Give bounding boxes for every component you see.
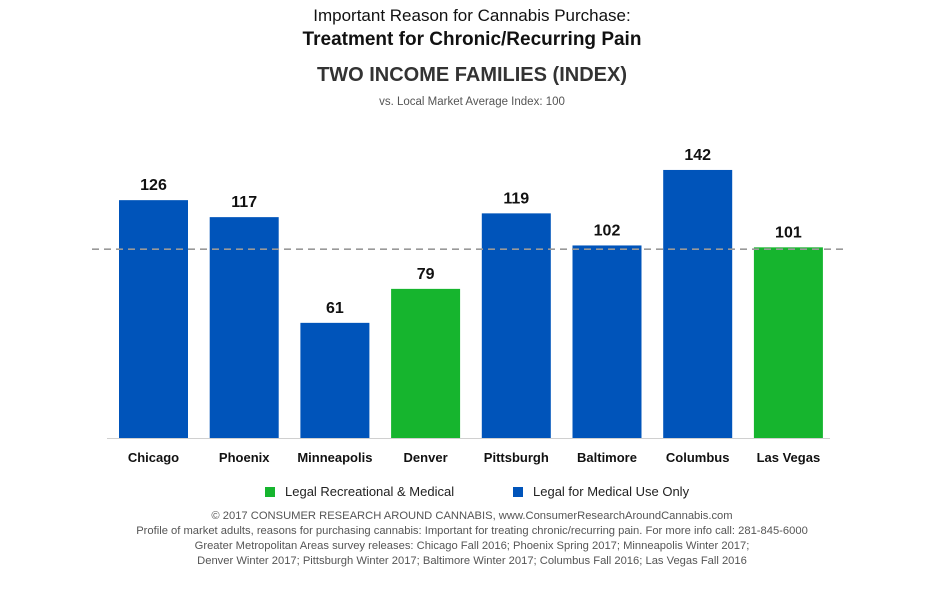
footer-description: Profile of market adults, reasons for pu…	[136, 525, 808, 537]
tick-label-denver: Denver	[404, 450, 448, 465]
legend-item-medical: Legal for Medical Use Only	[513, 484, 689, 499]
footer-sources-1: Greater Metropolitan Areas survey releas…	[194, 540, 750, 552]
chart-subtitle: TWO INCOME FAMILIES (INDEX)	[317, 64, 627, 86]
data-label-las-vegas: 101	[775, 224, 802, 241]
data-label-minneapolis: 61	[326, 300, 344, 317]
data-label-pittsburgh: 119	[503, 190, 529, 207]
data-label-denver: 79	[417, 266, 435, 283]
legend-label-recreational: Legal Recreational & Medical	[285, 484, 455, 499]
bar-denver	[391, 288, 461, 438]
tick-label-las-vegas: Las Vegas	[757, 450, 821, 465]
bar-las-vegas	[753, 247, 823, 438]
data-label-baltimore: 102	[594, 222, 621, 239]
chart-title: Treatment for Chronic/Recurring Pain	[302, 29, 642, 50]
data-label-chicago: 126	[140, 177, 167, 194]
tick-label-minneapolis: Minneapolis	[297, 450, 372, 465]
tick-label-pittsburgh: Pittsburgh	[484, 450, 549, 465]
bar-baltimore	[572, 245, 642, 438]
footer-copyright: © 2017 CONSUMER RESEARCH AROUND CANNABIS…	[211, 510, 733, 522]
chart-note: vs. Local Market Average Index: 100	[379, 96, 565, 108]
bar-chart: 126 Chicago 117 Phoenix 61 Minneapolis 79 Denve…	[92, 147, 845, 465]
bar-phoenix	[209, 217, 279, 438]
tick-label-chicago: Chicago	[128, 450, 179, 465]
legend-label-medical: Legal for Medical Use Only	[533, 484, 690, 499]
legend-swatch-recreational	[265, 486, 275, 497]
chart-supertitle: Important Reason for Cannabis Purchase:	[313, 6, 631, 25]
data-label-columbus: 142	[684, 147, 711, 164]
chart-legend: Legal Recreational & Medical Legal for M…	[0, 484, 944, 502]
bar-pittsburgh	[481, 213, 551, 438]
footer-sources-2: Denver Winter 2017; Pittsburgh Winter 20…	[197, 555, 747, 567]
legend-item-recreational: Legal Recreational & Medical	[265, 484, 454, 499]
bar-minneapolis	[300, 322, 370, 438]
legend-swatch-medical	[513, 486, 523, 497]
tick-label-phoenix: Phoenix	[219, 450, 270, 465]
tick-label-columbus: Columbus	[666, 450, 730, 465]
bar-columbus	[663, 169, 733, 438]
tick-label-baltimore: Baltimore	[577, 450, 637, 465]
data-label-phoenix: 117	[231, 194, 257, 211]
bar-chicago	[119, 200, 188, 438]
